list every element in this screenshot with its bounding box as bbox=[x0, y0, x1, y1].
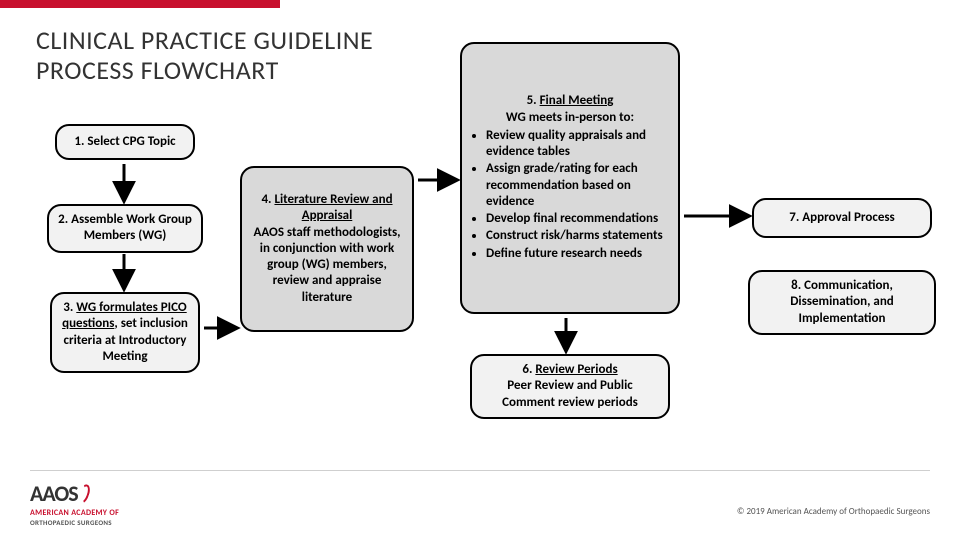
accent-bar bbox=[0, 0, 280, 8]
node-6-review-periods: 6. Review PeriodsPeer Review and Public … bbox=[470, 354, 670, 419]
node-4-literature-review: 4. Literature Review and AppraisalAAOS s… bbox=[240, 166, 414, 332]
node-8-communication: 8. Communication, Dissemination, and Imp… bbox=[748, 270, 936, 335]
logo-line2: ORTHOPAEDIC SURGEONS bbox=[30, 518, 119, 527]
footer-divider bbox=[30, 470, 930, 471]
node-2-assemble-wg: 2. Assemble Work Group Members (WG) bbox=[47, 204, 203, 253]
node-3-pico-questions: 3. WG formulates PICO questions, set inc… bbox=[50, 292, 200, 373]
node-1-select-topic: 1. Select CPG Topic bbox=[55, 124, 195, 160]
slide-root: CLINICAL PRACTICE GUIDELINEPROCESS FLOWC… bbox=[0, 0, 960, 540]
page-title: CLINICAL PRACTICE GUIDELINEPROCESS FLOWC… bbox=[36, 26, 373, 86]
aaos-logo: AAOS AMERICAN ACADEMY OF ORTHOPAEDIC SUR… bbox=[30, 480, 119, 527]
logo-mark: AAOS bbox=[30, 480, 119, 507]
copyright-text: © 2019 American Academy of Orthopaedic S… bbox=[737, 506, 930, 517]
node-7-approval-process: 7. Approval Process bbox=[752, 198, 932, 238]
node-5-final-meeting: 5. Final MeetingWG meets in-person to:Re… bbox=[460, 42, 680, 314]
logo-line1: AMERICAN ACADEMY OF bbox=[30, 508, 119, 518]
